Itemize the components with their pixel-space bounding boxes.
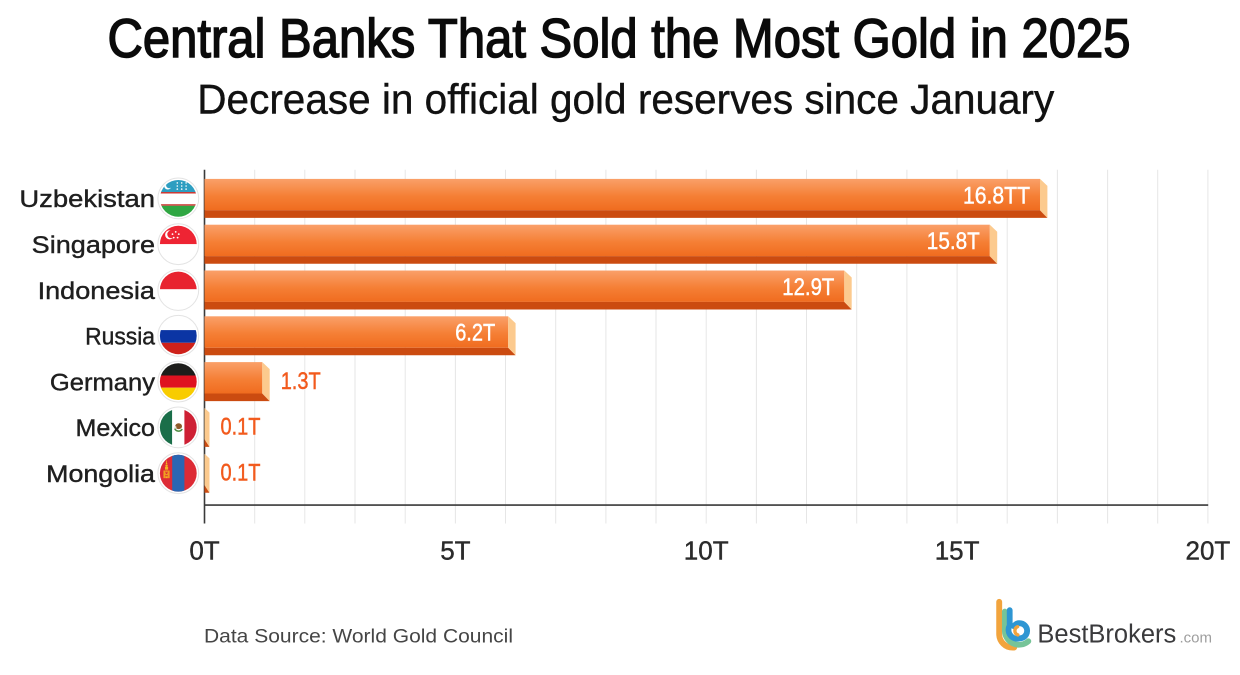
svg-text:Data Source: World Gold Counci: Data Source: World Gold Council [204, 625, 513, 647]
svg-text:Central Banks That Sold the Mo: Central Banks That Sold the Most Gold in… [108, 7, 1131, 69]
svg-text:Russia: Russia [85, 324, 156, 351]
svg-text:0.1T: 0.1T [221, 414, 261, 441]
svg-text:1.3T: 1.3T [281, 368, 321, 395]
svg-text:5T: 5T [440, 536, 470, 566]
svg-text:0T: 0T [189, 536, 219, 566]
svg-text:0.1T: 0.1T [221, 459, 261, 486]
svg-text:Mexico: Mexico [76, 415, 156, 442]
svg-text:20T: 20T [1185, 536, 1230, 566]
svg-text:.com: .com [1180, 629, 1213, 646]
svg-text:16.8TT: 16.8TT [963, 182, 1030, 209]
svg-text:BestBrokers: BestBrokers [1037, 620, 1176, 648]
svg-text:6.2T: 6.2T [455, 320, 495, 347]
svg-text:15.8T: 15.8T [927, 228, 980, 255]
svg-text:Germany: Germany [50, 369, 155, 396]
svg-text:Decrease in official gold rese: Decrease in official gold reserves since… [197, 76, 1054, 123]
svg-text:Mongolia: Mongolia [46, 461, 156, 488]
svg-text:15T: 15T [935, 536, 980, 566]
svg-text:10T: 10T [684, 536, 729, 566]
svg-text:12.9T: 12.9T [782, 274, 834, 301]
svg-text:Uzbekistan: Uzbekistan [19, 186, 155, 213]
svg-text:Indonesia: Indonesia [38, 278, 156, 305]
svg-text:Singapore: Singapore [32, 232, 155, 259]
